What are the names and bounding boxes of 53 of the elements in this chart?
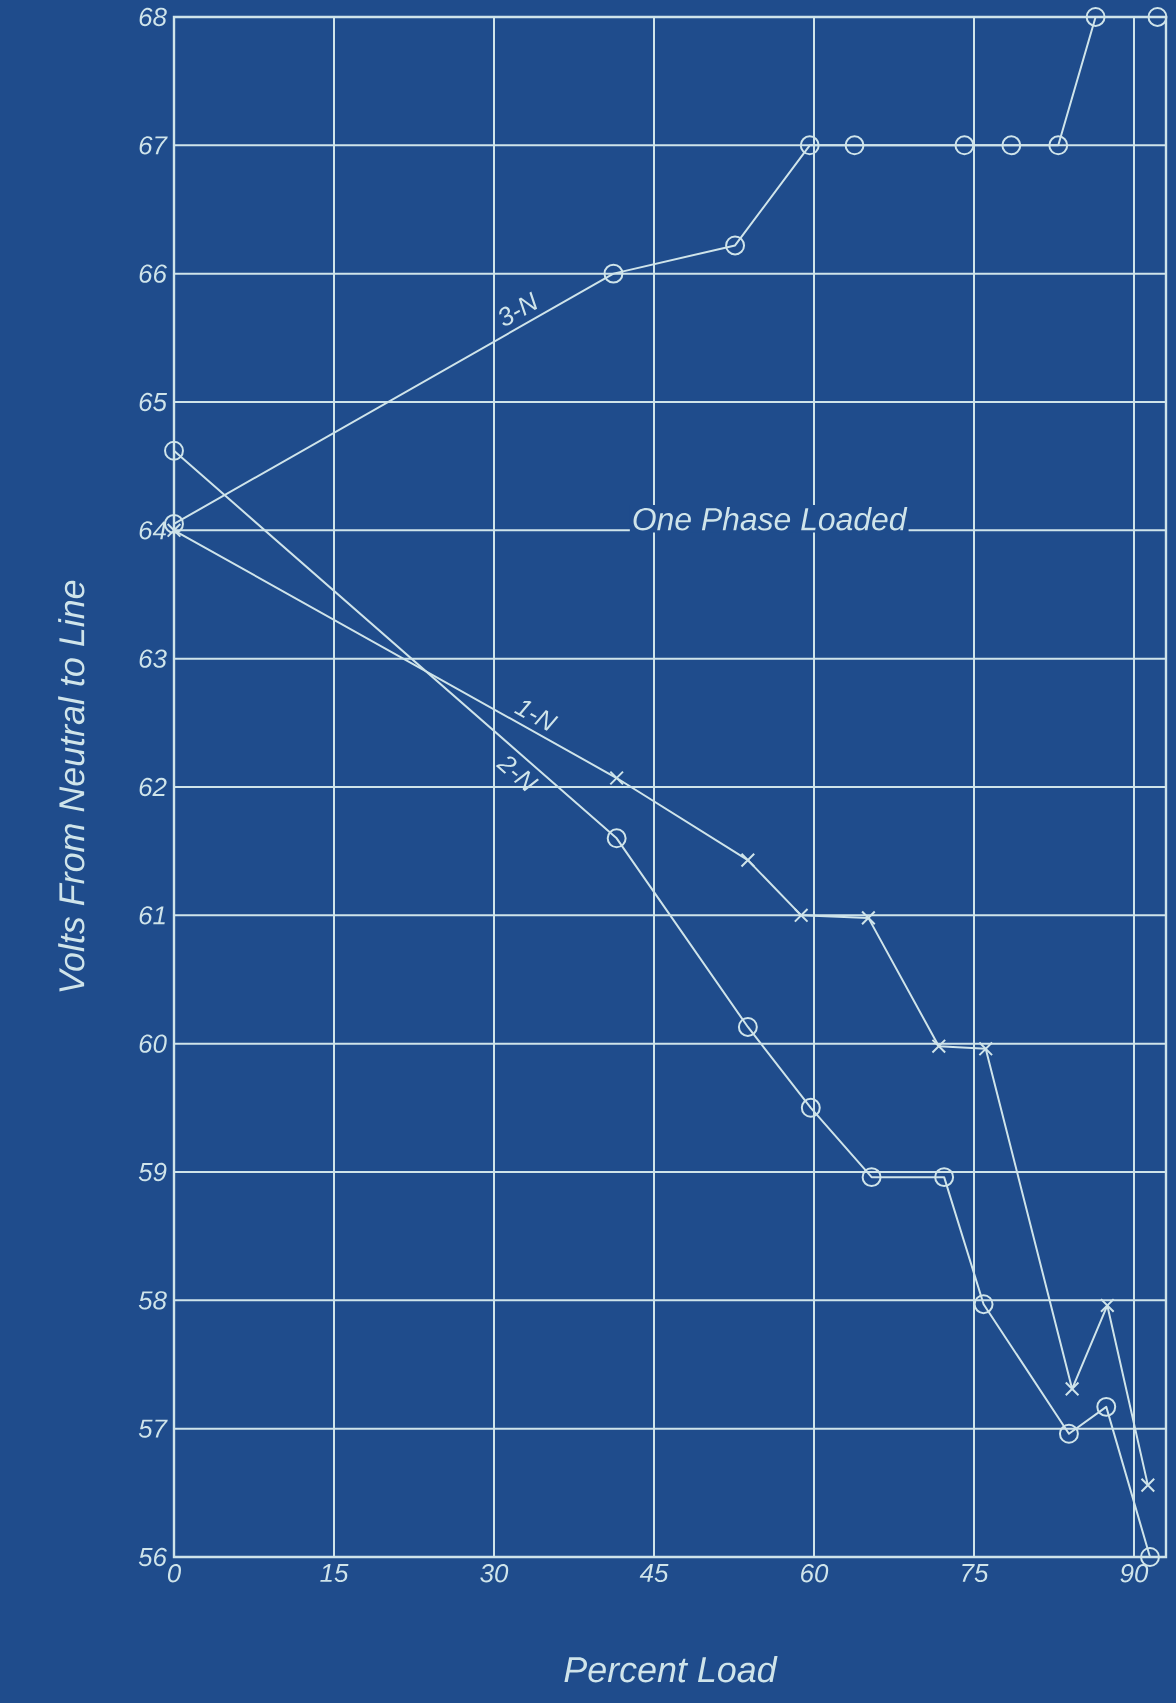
point (934, 1167, 955, 1188)
point (861, 910, 876, 926)
point (1099, 1298, 1115, 1313)
y-tick-label: 62 (139, 777, 167, 797)
point (609, 770, 625, 786)
point (603, 263, 624, 284)
x-tick-label: 90 (1120, 1564, 1149, 1583)
point (799, 135, 820, 156)
y-tick-label: 56 (138, 1547, 167, 1567)
point (1140, 1477, 1156, 1493)
y-axis-title: Volts From Neutral to Line (58, 580, 85, 992)
y-tick-label: 64 (139, 521, 166, 540)
y-tick-label: 61 (139, 906, 165, 925)
annotation: One Phase Loaded (633, 507, 908, 531)
point (1001, 135, 1022, 156)
point (1048, 135, 1069, 156)
text: 1-N (513, 700, 559, 731)
y-tick-label: 68 (139, 7, 167, 27)
point (740, 852, 756, 868)
point (800, 1097, 821, 1118)
x-tick-label: 30 (480, 1564, 509, 1583)
point (1096, 1396, 1117, 1417)
point (844, 135, 865, 156)
y-tick-label: 65 (139, 392, 168, 412)
y-tick-label: 57 (138, 1419, 168, 1438)
text: 3-N (499, 291, 538, 326)
y-tick-label: 66 (139, 264, 167, 283)
point (737, 1017, 758, 1037)
x-tick-label: 0 (167, 1564, 181, 1583)
x-tick-label: 45 (639, 1564, 669, 1583)
y-tick-label: 67 (139, 136, 168, 155)
y-tick-label: 63 (139, 649, 167, 668)
point (793, 907, 809, 923)
y-tick-label: 59 (138, 1162, 167, 1182)
point (725, 235, 746, 256)
y-tick-label: 60 (139, 1034, 167, 1053)
x-tick-label: 60 (801, 1564, 829, 1583)
x-axis-title: Percent Load (564, 1656, 778, 1683)
point (1085, 7, 1106, 27)
point (931, 1038, 947, 1054)
point (973, 1294, 994, 1315)
point (164, 513, 184, 534)
x-tick-label: 15 (320, 1564, 349, 1583)
point (164, 440, 184, 461)
point (606, 828, 627, 849)
point (1064, 1381, 1080, 1397)
point (954, 135, 975, 156)
y-tick-label: 58 (138, 1291, 167, 1310)
point (1058, 1423, 1079, 1444)
point (978, 1041, 994, 1057)
point (166, 522, 182, 538)
point (861, 1167, 882, 1188)
x-tick-label: 75 (962, 1564, 989, 1583)
